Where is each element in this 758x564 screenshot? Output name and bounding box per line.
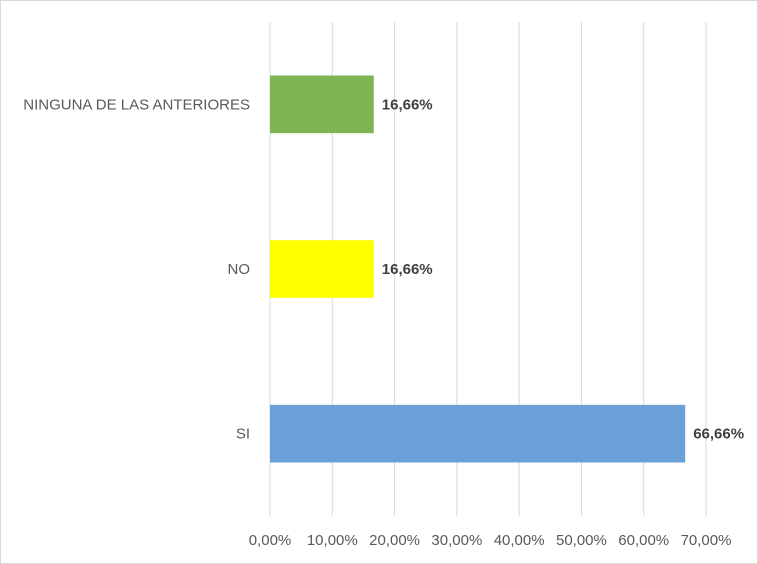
data-labels: 66,66% 16,66% 16,66% — [382, 96, 744, 442]
bar-si — [270, 404, 686, 463]
bar-no — [270, 240, 374, 298]
bar-ninguna-de-las-anteriores — [270, 75, 374, 134]
x-tick-label: 30,00% — [431, 532, 482, 549]
data-label: 16,66% — [382, 96, 433, 113]
x-tick-label: 40,00% — [494, 532, 545, 549]
category-labels: SI NO NINGUNA DE LAS ANTERIORES — [23, 96, 250, 442]
category-label: NINGUNA DE LAS ANTERIORES — [23, 96, 250, 113]
x-tick-label: 10,00% — [307, 532, 358, 549]
data-label: 66,66% — [693, 426, 744, 443]
x-axis-tick-labels: 0,00% 10,00% 20,00% 30,00% 40,00% 50,00% 60,00… — [249, 532, 732, 549]
x-tick-label: 50,00% — [556, 532, 607, 549]
category-label: SI — [236, 426, 250, 443]
bars — [270, 75, 686, 463]
category-label: NO — [228, 261, 251, 278]
x-tick-label: 70,00% — [681, 532, 732, 549]
x-tick-label: 20,00% — [369, 532, 420, 549]
x-tick-label: 60,00% — [618, 532, 669, 549]
data-label: 16,66% — [382, 261, 433, 278]
x-tick-label: 0,00% — [249, 532, 292, 549]
